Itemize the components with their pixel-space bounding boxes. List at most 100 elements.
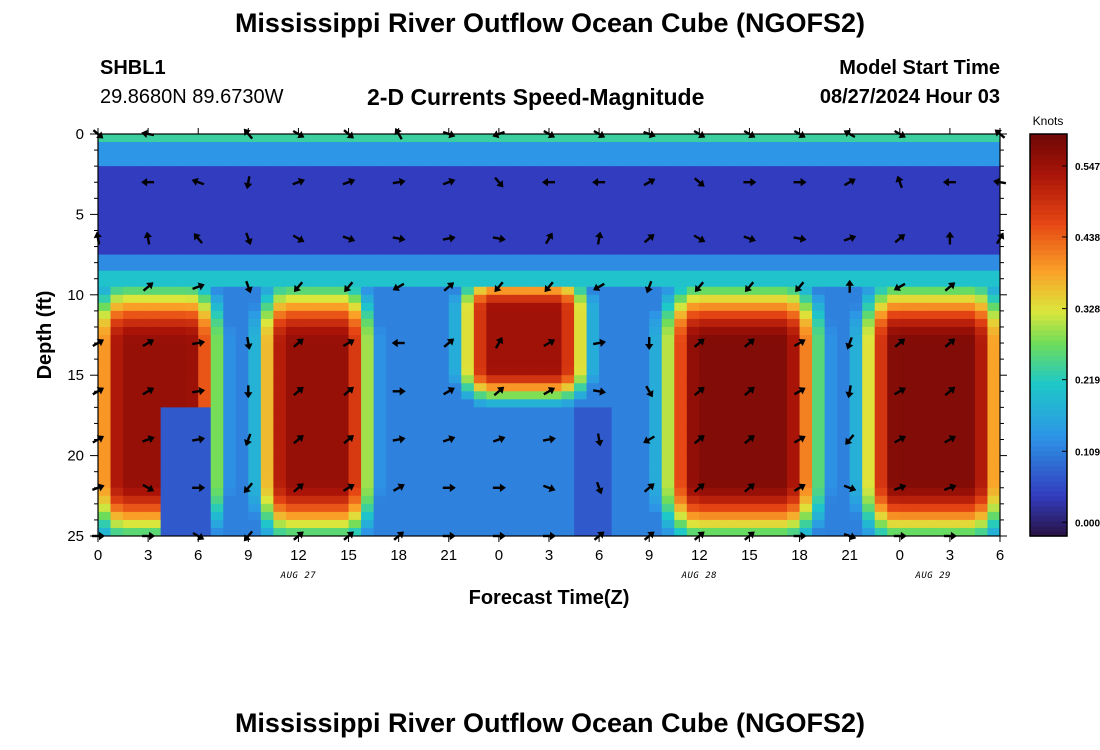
heatmap-cell [210, 142, 224, 151]
current-arrow [442, 234, 456, 243]
heatmap-cell [536, 351, 550, 360]
heatmap-cell [774, 302, 788, 312]
heatmap-cell [198, 471, 212, 481]
heatmap-cell [260, 383, 274, 392]
heatmap-cell [436, 326, 450, 336]
heatmap-cell [198, 166, 212, 175]
heatmap-cell [235, 439, 249, 449]
heatmap-cell [649, 351, 663, 360]
heatmap-cell [974, 431, 989, 441]
heatmap-cell [962, 326, 976, 336]
heatmap-cell [373, 455, 387, 465]
heatmap-cell [398, 343, 412, 352]
heatmap-cell [373, 463, 387, 473]
heatmap-cell [549, 455, 563, 465]
heatmap-cell [686, 375, 700, 384]
heatmap-cell [862, 503, 876, 513]
heatmap-cell [386, 238, 400, 248]
heatmap-cell [411, 351, 425, 360]
heatmap-cell [987, 519, 1000, 529]
heatmap-cell [912, 487, 926, 497]
heatmap-cell [599, 166, 613, 175]
heatmap-cell [148, 310, 162, 320]
heatmap-cell [523, 278, 538, 288]
heatmap-cell [511, 206, 525, 215]
heatmap-cell [298, 471, 312, 481]
heatmap-cell [148, 262, 162, 272]
heatmap-cell [298, 150, 312, 159]
heatmap-cell [974, 198, 989, 207]
heatmap-cell [912, 471, 926, 481]
heatmap-cell [599, 519, 613, 529]
heatmap-cell [899, 262, 913, 272]
heatmap-cell [248, 142, 262, 151]
heatmap-cell [461, 375, 475, 384]
heatmap-cell [711, 174, 725, 183]
heatmap-cell [561, 222, 575, 232]
heatmap-cell [135, 198, 149, 207]
heatmap-cell [185, 222, 199, 232]
heatmap-cell [686, 471, 700, 481]
heatmap-cell [273, 134, 287, 143]
heatmap-cell [774, 310, 788, 320]
heatmap-cell [724, 286, 738, 296]
heatmap-cell [298, 423, 312, 433]
heatmap-cell [924, 190, 938, 199]
heatmap-cell [310, 174, 325, 183]
heatmap-cell [711, 487, 725, 497]
heatmap-cell [98, 415, 112, 425]
heatmap-cell [962, 335, 976, 344]
heatmap-cell [736, 302, 751, 312]
heatmap-cell [812, 142, 826, 151]
heatmap-cell [210, 182, 224, 191]
heatmap-cell [787, 198, 801, 207]
heatmap-cell [423, 479, 437, 489]
colorbar-cell [1030, 259, 1067, 266]
heatmap-cell [273, 182, 287, 191]
heatmap-cell [962, 198, 976, 207]
heatmap-cell [812, 431, 826, 441]
heatmap-cell [749, 134, 763, 143]
heatmap-cell [724, 262, 738, 272]
heatmap-cell [373, 150, 387, 159]
heatmap-cell [599, 455, 613, 465]
heatmap-cell [98, 431, 112, 441]
current-arrow [492, 234, 506, 243]
heatmap-cell [235, 447, 249, 457]
heatmap-cell [761, 455, 776, 465]
heatmap-cell [248, 503, 262, 513]
heatmap-cell [837, 367, 851, 376]
heatmap-cell [699, 495, 713, 505]
heatmap-cell [599, 150, 613, 159]
heatmap-cell [887, 302, 901, 312]
heatmap-cell [912, 343, 926, 352]
heatmap-cell [862, 286, 876, 296]
heatmap-cell [799, 479, 813, 489]
heatmap-cell [386, 206, 400, 215]
colorbar-cell [1030, 254, 1067, 261]
heatmap-cell [448, 335, 462, 344]
heatmap-cell [987, 495, 1000, 505]
heatmap-cell [323, 439, 337, 449]
heatmap-cell [110, 254, 124, 264]
heatmap-cell [260, 182, 274, 191]
heatmap-cell [198, 527, 212, 536]
heatmap-cell [937, 142, 951, 151]
heatmap-cell [949, 447, 964, 457]
heatmap-cell [160, 415, 174, 425]
heatmap-cell [749, 278, 763, 288]
heatmap-cell [386, 471, 400, 481]
heatmap-cell [361, 214, 375, 224]
heatmap-cell [924, 391, 938, 400]
heatmap-cell [285, 158, 300, 167]
heatmap-cell [974, 351, 989, 360]
heatmap-cell [661, 503, 675, 513]
heatmap-cell [210, 359, 224, 368]
heatmap-cell [423, 190, 437, 199]
heatmap-cell [210, 479, 224, 489]
heatmap-cell [561, 214, 575, 224]
heatmap-cell [511, 150, 525, 159]
heatmap-cell [473, 150, 487, 159]
heatmap-cell [498, 206, 513, 215]
heatmap-cell [962, 214, 976, 224]
